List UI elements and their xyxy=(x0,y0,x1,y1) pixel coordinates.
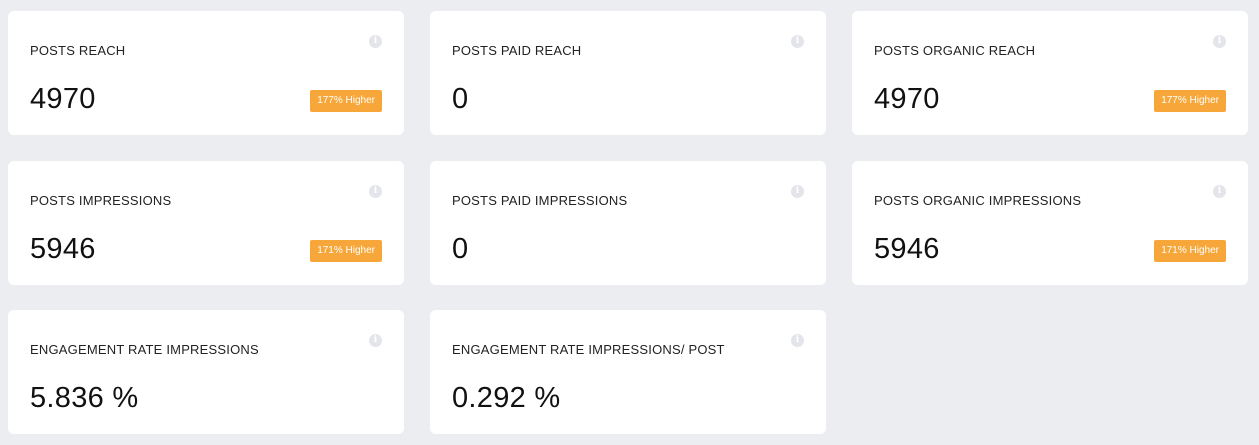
card-title: POSTS REACH xyxy=(30,43,126,58)
info-icon[interactable]: i xyxy=(791,35,804,48)
comparison-badge: 171% Higher xyxy=(310,240,382,262)
metric-card-posts-paid-impressions: POSTS PAID IMPRESSIONS i 0 xyxy=(430,161,826,285)
card-title: ENGAGEMENT RATE IMPRESSIONS/ POST xyxy=(452,342,725,357)
card-title: POSTS PAID REACH xyxy=(452,43,582,58)
metric-card-engagement-rate-impressions-per-post: ENGAGEMENT RATE IMPRESSIONS/ POST i 0.29… xyxy=(430,310,826,434)
card-title: POSTS ORGANIC IMPRESSIONS xyxy=(874,193,1082,208)
comparison-badge: 171% Higher xyxy=(1154,240,1226,262)
card-value: 5946 xyxy=(874,233,940,265)
card-value: 4970 xyxy=(30,83,96,115)
card-title: POSTS PAID IMPRESSIONS xyxy=(452,193,628,208)
info-icon[interactable]: i xyxy=(369,334,382,347)
info-icon[interactable]: i xyxy=(369,35,382,48)
card-title: POSTS ORGANIC REACH xyxy=(874,43,1036,58)
card-value: 4970 xyxy=(874,83,940,115)
info-icon[interactable]: i xyxy=(791,185,804,198)
card-value: 5946 xyxy=(30,233,96,265)
info-icon[interactable]: i xyxy=(1213,185,1226,198)
metric-card-posts-impressions: POSTS IMPRESSIONS i 5946 171% Higher xyxy=(8,161,404,285)
metric-card-posts-organic-impressions: POSTS ORGANIC IMPRESSIONS i 5946 171% Hi… xyxy=(852,161,1248,285)
info-icon[interactable]: i xyxy=(369,185,382,198)
comparison-badge: 177% Higher xyxy=(310,90,382,112)
info-icon[interactable]: i xyxy=(1213,35,1226,48)
metric-card-posts-paid-reach: POSTS PAID REACH i 0 xyxy=(430,11,826,135)
card-value: 0 xyxy=(452,83,469,115)
card-value: 0 xyxy=(452,233,469,265)
metric-card-posts-organic-reach: POSTS ORGANIC REACH i 4970 177% Higher xyxy=(852,11,1248,135)
card-title: POSTS IMPRESSIONS xyxy=(30,193,172,208)
card-value: 0.292 % xyxy=(452,382,561,414)
card-title: ENGAGEMENT RATE IMPRESSIONS xyxy=(30,342,259,357)
metric-card-engagement-rate-impressions: ENGAGEMENT RATE IMPRESSIONS i 5.836 % xyxy=(8,310,404,434)
info-icon[interactable]: i xyxy=(791,334,804,347)
card-value: 5.836 % xyxy=(30,382,139,414)
comparison-badge: 177% Higher xyxy=(1154,90,1226,112)
metric-card-posts-reach: POSTS REACH i 4970 177% Higher xyxy=(8,11,404,135)
